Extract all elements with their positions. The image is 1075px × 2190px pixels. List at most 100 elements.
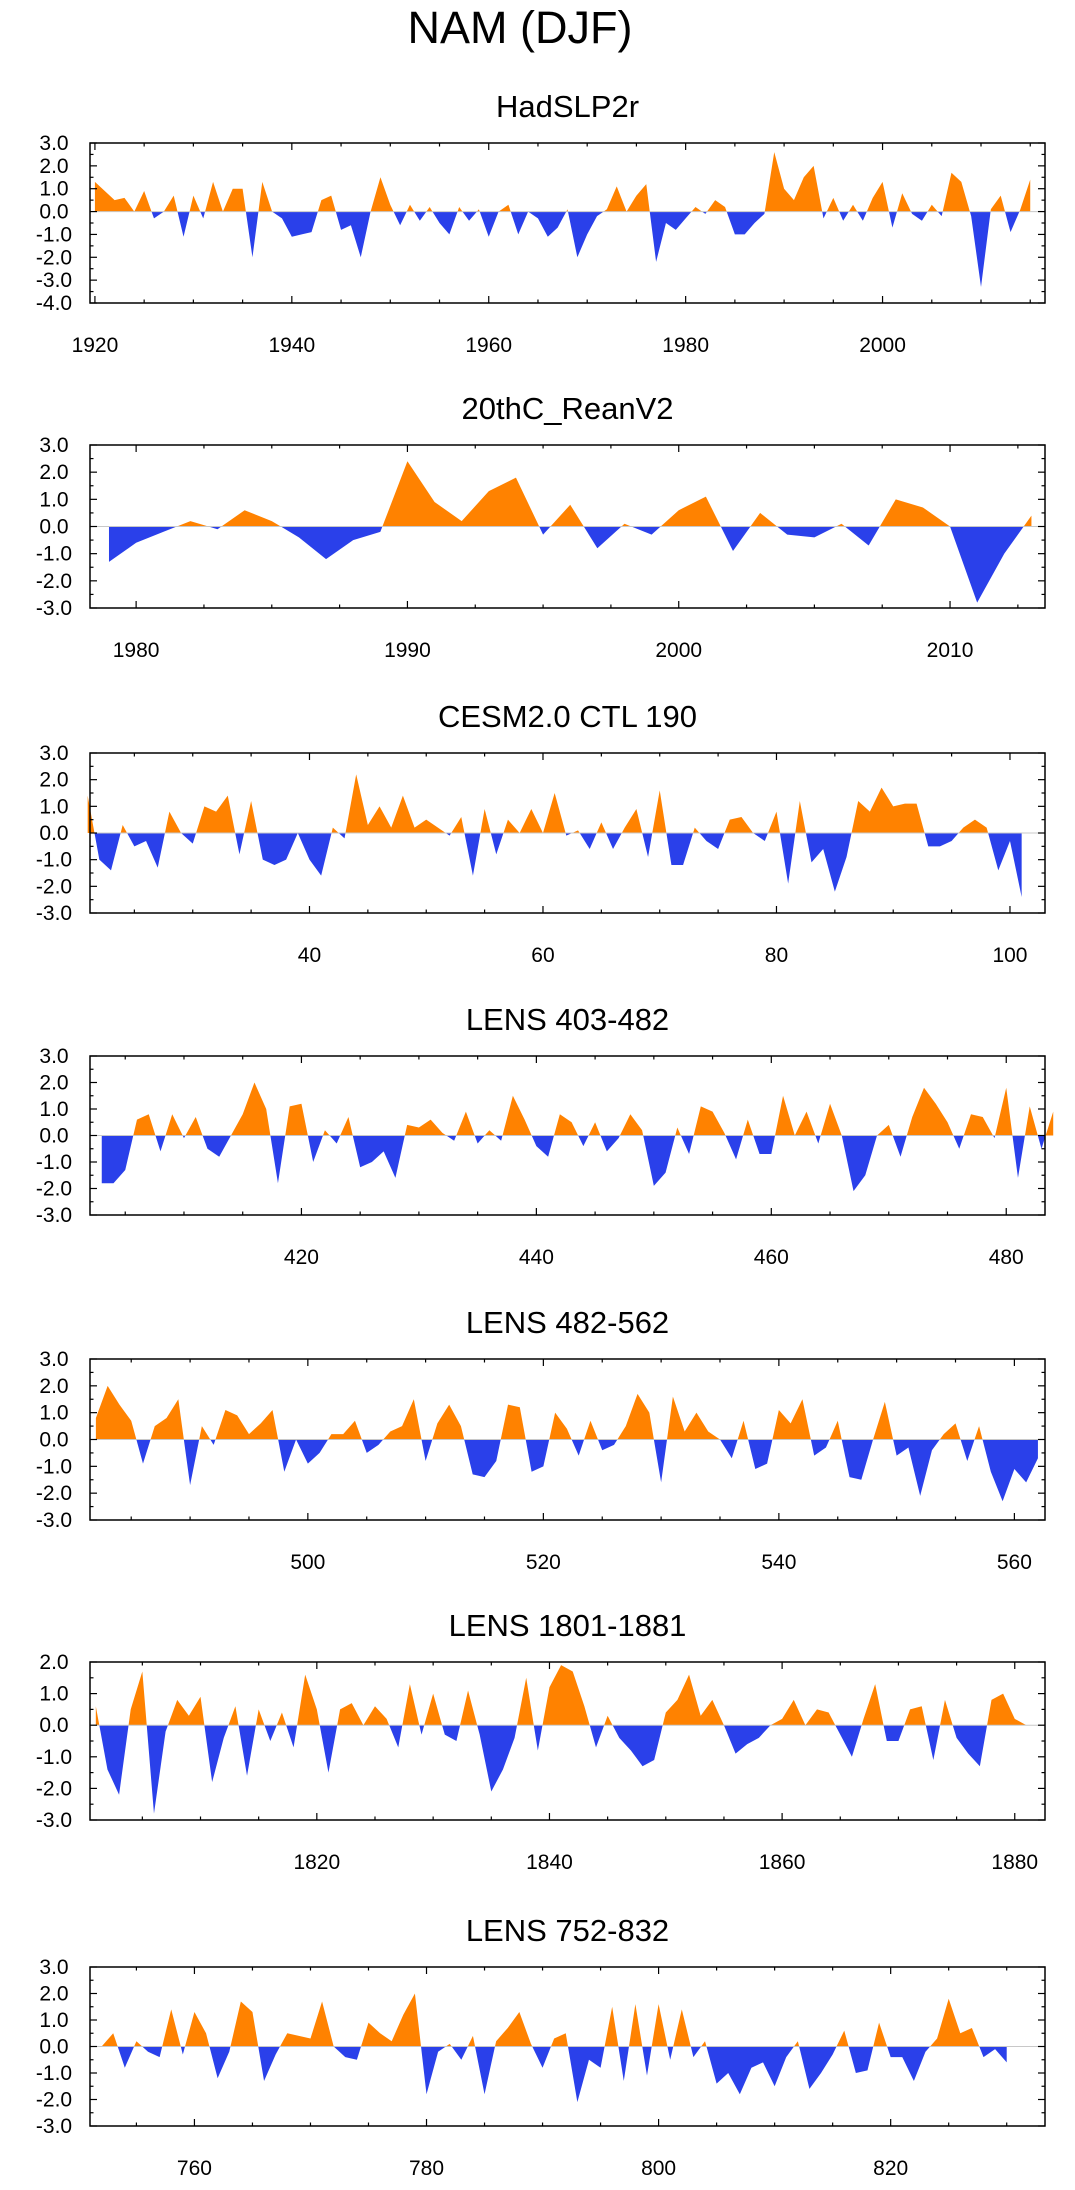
y-tick-label: 1.0: [39, 1402, 68, 1425]
negative-anomaly-area: [95, 1439, 1038, 1502]
y-tick-label: 0.0: [39, 822, 68, 845]
x-tick-label: 2000: [655, 639, 702, 662]
x-tick-label: 1880: [991, 1851, 1038, 1874]
x-tick-label: 100: [992, 944, 1027, 967]
positive-anomaly-area: [95, 1385, 1038, 1440]
x-tick-label: 1960: [465, 334, 512, 357]
x-tick-label: 1940: [268, 334, 315, 357]
x-tick-label: 500: [290, 1551, 325, 1574]
positive-anomaly-area: [101, 1993, 1007, 2047]
x-tick-label: 420: [284, 1246, 319, 1269]
y-tick-label: 3.0: [39, 434, 68, 457]
x-tick-label: 440: [519, 1246, 554, 1269]
y-tick-label: 2.0: [39, 461, 68, 484]
y-tick-label: -2.0: [36, 246, 72, 269]
y-tick-label: -4.0: [36, 292, 72, 315]
chart-panel: 20thC_ReanV2 3.0 2.0 1.0 0.0 -1.0 -2.0 -3.0 1980…: [36, 391, 1046, 662]
negative-anomaly-area: [101, 2046, 1007, 2103]
y-tick-label: 3.0: [39, 1348, 68, 1371]
plot-frame: [89, 142, 1046, 304]
y-tick-label: 1.0: [39, 795, 68, 818]
y-tick-label: 3.0: [39, 132, 68, 155]
chart-title: HadSLP2r: [496, 89, 639, 124]
y-tick-label: -1.0: [36, 2062, 72, 2085]
chart-panel: LENS 1801-1881 2.0 1.0 0.0 -1.0 -2.0 -3.0 1820 1…: [36, 1608, 1046, 1874]
x-tick-label: 800: [641, 2157, 676, 2180]
chart-panel: LENS 482-562 3.0 2.0 1.0 0.0 -1.0 -2.0 -3.0 500 5…: [36, 1305, 1046, 1574]
y-tick-label: -1.0: [36, 849, 72, 872]
chart-title: CESM2.0 CTL 190: [438, 699, 697, 734]
y-tick-label: 1.0: [39, 488, 68, 511]
chart-title: LENS 752-832: [466, 1913, 669, 1948]
y-tick-label: -3.0: [36, 2115, 72, 2138]
y-tick-label: 0.0: [39, 1429, 68, 1452]
negative-anomaly-area: [87, 833, 1022, 897]
x-tick-label: 1980: [113, 639, 160, 662]
chart-panel: LENS 403-482 3.0 2.0 1.0 0.0 -1.0 -2.0 -3.0 420 4…: [36, 1002, 1054, 1269]
y-tick-label: 0.0: [39, 201, 68, 224]
x-tick-label: 760: [177, 2157, 212, 2180]
y-tick-label: 2.0: [39, 1651, 68, 1674]
x-tick-label: 1820: [293, 1851, 340, 1874]
x-tick-label: 540: [761, 1551, 796, 1574]
x-tick-label: 1840: [526, 1851, 573, 1874]
chart-title: LENS 403-482: [466, 1002, 669, 1037]
x-tick-label: 1990: [384, 639, 431, 662]
x-tick-label: 520: [526, 1551, 561, 1574]
x-tick-label: 2000: [859, 334, 906, 357]
x-tick-label: 1920: [72, 334, 119, 357]
negative-anomaly-area: [94, 211, 1031, 287]
positive-anomaly-area: [94, 152, 1031, 212]
y-tick-label: 2.0: [39, 1983, 68, 2006]
data-point: [1030, 514, 1032, 516]
chart-title: LENS 482-562: [466, 1305, 669, 1340]
y-tick-label: -2.0: [36, 1178, 72, 1201]
y-tick-label: -2.0: [36, 1482, 72, 1505]
positive-anomaly-area: [101, 1082, 1054, 1136]
y-tick-label: 3.0: [39, 1045, 68, 1068]
y-tick-label: -3.0: [36, 902, 72, 925]
y-tick-label: 3.0: [39, 742, 68, 765]
y-tick-label: -2.0: [36, 1777, 72, 1800]
y-tick-label: 0.0: [39, 1714, 68, 1737]
positive-anomaly-area: [87, 774, 1022, 833]
x-tick-label: 560: [997, 1551, 1032, 1574]
y-tick-label: -3.0: [36, 597, 72, 620]
y-tick-label: 1.0: [39, 1098, 68, 1121]
y-tick-label: -3.0: [36, 1204, 72, 1227]
negative-anomaly-area: [95, 1725, 1027, 1814]
y-tick-label: 3.0: [39, 1956, 68, 1979]
positive-anomaly-area: [95, 1665, 1027, 1726]
negative-anomaly-area: [101, 1135, 1054, 1192]
y-tick-label: -1.0: [36, 1455, 72, 1478]
negative-anomaly-area: [108, 526, 1032, 603]
y-tick-label: -1.0: [36, 1151, 72, 1174]
chart-title: 20thC_ReanV2: [462, 391, 674, 426]
positive-anomaly-area: [108, 461, 1032, 527]
y-tick-label: -1.0: [36, 543, 72, 566]
x-tick-label: 820: [873, 2157, 908, 2180]
x-tick-label: 460: [754, 1246, 789, 1269]
chart-panel: CESM2.0 CTL 190 3.0 2.0 1.0 0.0 -1.0 -2.0 -3.0 4…: [36, 699, 1046, 967]
y-tick-label: 1.0: [39, 178, 68, 201]
panels: HadSLP2r3.02.01.00.0-1.0-2.0-3.0-4.01920…: [36, 89, 1054, 2180]
chart-panel: HadSLP2r 3.02.01.00.0-1.0-2.0-3.0-4.01920…: [36, 89, 1046, 357]
y-tick-label: -3.0: [36, 269, 72, 292]
y-tick-label: 2.0: [39, 1375, 68, 1398]
y-tick-label: 1.0: [39, 2009, 68, 2032]
y-tick-label: 2.0: [39, 769, 68, 792]
y-tick-label: 1.0: [39, 1683, 68, 1706]
x-tick-label: 60: [531, 944, 554, 967]
y-tick-label: -2.0: [36, 875, 72, 898]
y-tick-label: 2.0: [39, 155, 68, 178]
y-tick-label: -3.0: [36, 1509, 72, 1532]
chart-title: LENS 1801-1881: [449, 1608, 687, 1643]
x-tick-label: 1860: [759, 1851, 806, 1874]
x-tick-label: 1980: [662, 334, 709, 357]
y-tick-label: 0.0: [39, 1125, 68, 1148]
y-tick-label: -3.0: [36, 1809, 72, 1832]
y-tick-label: 0.0: [39, 2036, 68, 2059]
y-tick-label: 0.0: [39, 516, 68, 539]
x-tick-label: 480: [989, 1246, 1024, 1269]
x-tick-label: 40: [298, 944, 321, 967]
